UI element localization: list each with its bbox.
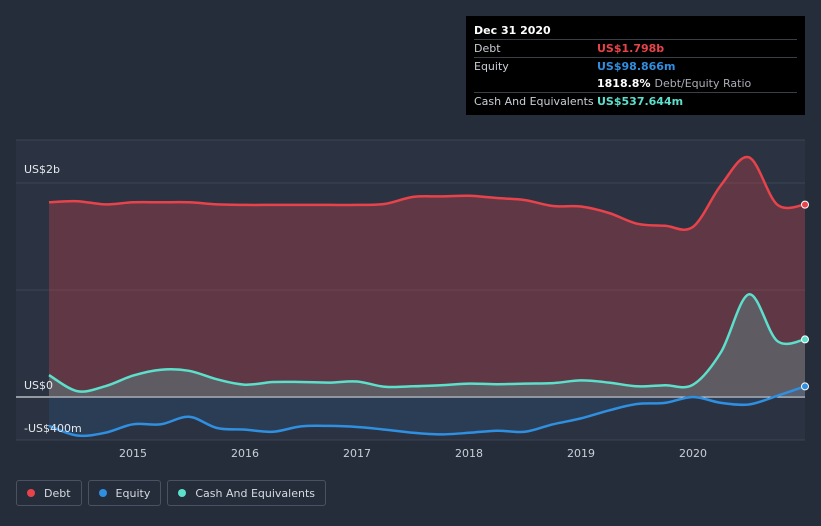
series-lines: [48, 155, 806, 438]
tooltip-equity-value: US$98.866m: [597, 60, 676, 73]
legend-dot-debt-icon: [27, 489, 35, 497]
x-tick-label: 2016: [231, 447, 259, 460]
series-end-markers: [801, 200, 809, 391]
x-tick-label: 2017: [343, 447, 371, 460]
tooltip-ratio-label: Debt/Equity Ratio: [654, 77, 752, 90]
y-tick-label: US$0: [24, 379, 53, 392]
legend-item-equity[interactable]: Equity: [87, 480, 162, 506]
y-tick-label: -US$400m: [24, 422, 82, 435]
legend-dot-cash-icon: [178, 489, 187, 497]
x-tick-label: 2019: [567, 447, 595, 460]
end-marker-cash: [801, 335, 809, 344]
x-tick-label: 2015: [119, 447, 147, 460]
tooltip-date: Dec 31 2020: [474, 24, 551, 37]
legend-label-debt: Debt: [44, 486, 71, 500]
legend-label-equity: Equity: [115, 486, 151, 500]
end-marker-debt: [801, 200, 809, 209]
legend-item-debt[interactable]: Debt: [16, 480, 82, 506]
x-axis-tick-labels: 2015 2016 2017 2018 2019 2020: [119, 447, 707, 460]
line-debt: [48, 155, 806, 231]
tooltip-row-ratio: 1818.8% Debt/Equity Ratio: [474, 75, 797, 92]
legend-label-cash: Cash And Equivalents: [195, 486, 315, 500]
area-equity: [49, 386, 805, 436]
series-areas: [49, 156, 805, 436]
legend-dot-equity-icon: [98, 489, 107, 497]
line-equity: [48, 385, 806, 438]
area-debt: [49, 156, 805, 397]
tooltip-cash-label: Cash And Equivalents: [474, 95, 594, 108]
tooltip-equity-label: Equity: [474, 60, 509, 73]
tooltip-row-equity: Equity US$98.866m: [474, 57, 797, 75]
chart-legend: Debt Equity Cash And Equivalents: [16, 480, 326, 506]
x-tick-label: 2020: [679, 447, 707, 460]
tooltip-debt-label: Debt: [474, 42, 501, 55]
tooltip-ratio-value: 1818.8%: [597, 77, 651, 90]
tooltip-cash-value: US$537.644m: [597, 95, 684, 108]
tooltip-row-debt: Debt US$1.798b: [474, 39, 797, 57]
area-cash: [49, 294, 805, 397]
x-tick-label: 2018: [455, 447, 483, 460]
y-tick-label: US$2b: [24, 163, 60, 176]
grid-lines: [16, 139, 805, 441]
legend-item-cash[interactable]: Cash And Equivalents: [167, 480, 326, 506]
y-axis-tick-labels: US$2b US$0 -US$400m: [24, 163, 82, 435]
end-marker-equity: [801, 382, 809, 391]
tooltip-debt-value: US$1.798b: [597, 42, 665, 55]
tooltip-row-cash: Cash And Equivalents US$537.644m: [474, 92, 797, 110]
data-tooltip: Dec 31 2020 Debt US$1.798b Equity US$98.…: [466, 16, 805, 115]
line-cash: [48, 293, 806, 393]
